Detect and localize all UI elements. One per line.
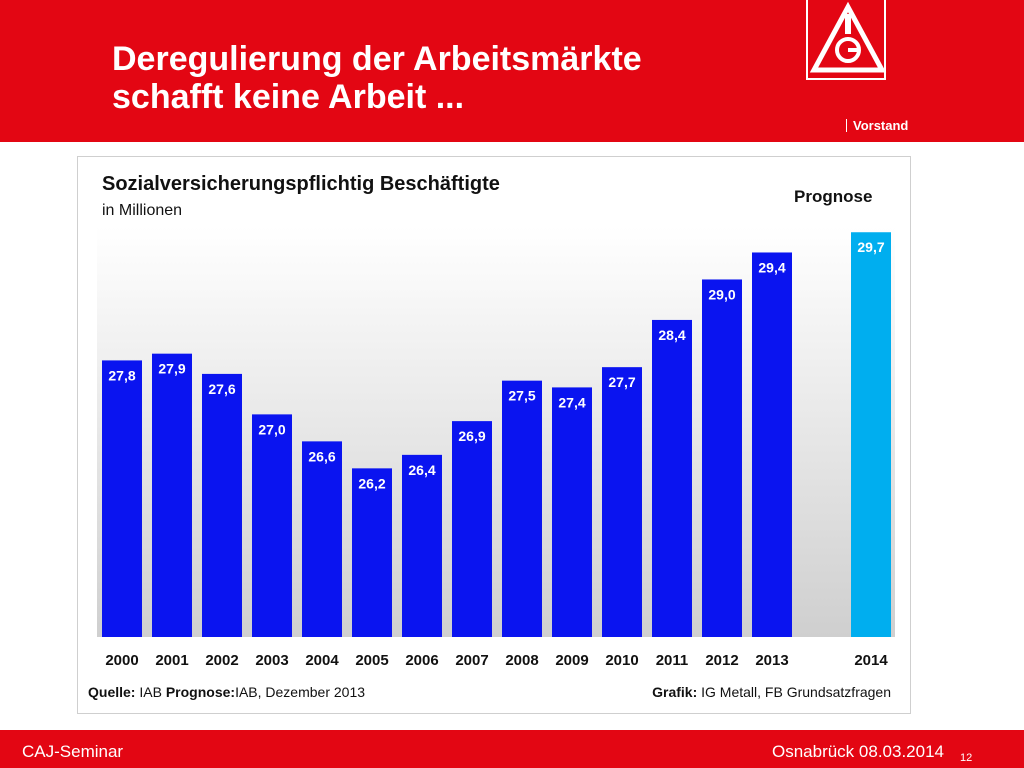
- bar-2007: [452, 421, 492, 637]
- source-value: IAB: [139, 684, 162, 700]
- graphic-label: Grafik:: [652, 684, 698, 700]
- source-label: Quelle:: [88, 684, 136, 700]
- forecast-source-label: Prognose:: [165, 684, 236, 700]
- x-tick-2004: 2004: [305, 652, 339, 669]
- x-tick-2011: 2011: [656, 652, 689, 669]
- x-tick-2005: 2005: [355, 652, 388, 669]
- slide-title-line-2: schafft keine Arbeit ...: [112, 78, 465, 116]
- bar-2009: [552, 387, 592, 637]
- value-label-2002: 27,6: [208, 381, 235, 397]
- bar-2014: [851, 232, 891, 637]
- x-tick-2013: 2013: [755, 652, 788, 669]
- bar-2004: [302, 441, 342, 637]
- x-tick-2001: 2001: [155, 652, 188, 669]
- value-label-2006: 26,4: [408, 462, 435, 478]
- value-label-2003: 27,0: [258, 421, 285, 437]
- slide-title: Deregulierung der Arbeitsmärkte schafft …: [112, 40, 642, 116]
- x-tick-2012: 2012: [705, 652, 738, 669]
- bar-2001: [152, 353, 192, 637]
- place-date: Osnabrück 08.03.2014: [771, 742, 944, 761]
- x-tick-2000: 2000: [105, 652, 138, 669]
- bar-2003: [252, 414, 292, 637]
- x-tick-2006: 2006: [405, 652, 438, 669]
- x-tick-2003: 2003: [255, 652, 288, 669]
- bar-2010: [602, 367, 642, 637]
- x-tick-2014: 2014: [854, 652, 888, 669]
- value-label-2011: 28,4: [658, 327, 685, 343]
- value-label-2005: 26,2: [358, 475, 385, 491]
- bar-2000: [102, 360, 142, 637]
- graphic-value: IG Metall, FB Grundsatzfragen: [701, 684, 891, 700]
- department-label: Vorstand: [846, 118, 908, 133]
- bar-2008: [502, 380, 542, 637]
- separator: [846, 119, 847, 132]
- slide-title-line-1: Deregulierung der Arbeitsmärkte: [112, 40, 642, 78]
- value-label-2012: 29,0: [708, 286, 735, 302]
- value-label-2001: 27,9: [158, 361, 185, 377]
- footer-bar: [0, 730, 1024, 768]
- bar-2006: [402, 454, 442, 637]
- bar-2002: [202, 373, 242, 637]
- value-label-2010: 27,7: [608, 374, 635, 390]
- value-label-2009: 27,4: [558, 394, 585, 410]
- bar-2013: [752, 252, 792, 637]
- bar-2005: [352, 468, 392, 637]
- x-tick-2008: 2008: [505, 652, 538, 669]
- forecast-source-value: IAB, Dezember 2013: [235, 684, 366, 700]
- source-note: Quelle: IAB Prognose:IAB, Dezember 2013: [88, 684, 365, 700]
- value-label-2014: 29,7: [857, 239, 884, 255]
- chart-title: Sozialversicherungspflichtig Beschäftigt…: [102, 173, 500, 195]
- bar-2011: [652, 319, 692, 637]
- x-tick-2002: 2002: [205, 652, 238, 669]
- bar-2012: [702, 279, 742, 637]
- value-label-2004: 26,6: [308, 448, 335, 464]
- x-tick-2010: 2010: [605, 652, 638, 669]
- value-label-2000: 27,8: [108, 367, 135, 383]
- page-number: 12: [960, 752, 973, 764]
- value-label-2008: 27,5: [508, 388, 535, 404]
- value-label-2007: 26,9: [458, 428, 485, 444]
- x-tick-2009: 2009: [555, 652, 588, 669]
- ig-metall-logo-icon: [806, 0, 887, 80]
- chart-subtitle: in Millionen: [102, 202, 183, 219]
- graphic-credit: Grafik: IG Metall, FB Grundsatzfragen: [652, 684, 891, 700]
- department-text: Vorstand: [853, 118, 909, 133]
- value-label-2013: 29,4: [758, 259, 785, 275]
- forecast-label: Prognose: [794, 187, 873, 206]
- x-tick-2007: 2007: [455, 652, 488, 669]
- event-label: CAJ-Seminar: [22, 742, 124, 761]
